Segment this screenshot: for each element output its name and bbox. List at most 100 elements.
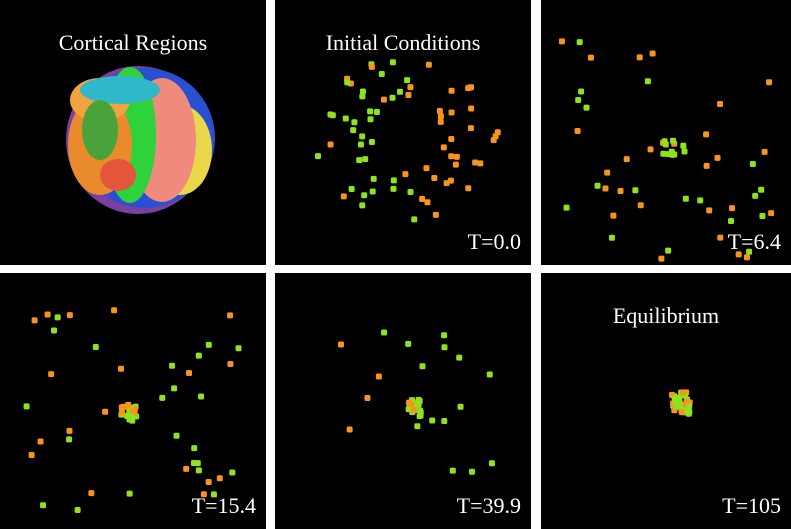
- particle: [48, 371, 54, 377]
- particle: [671, 151, 677, 157]
- particle: [379, 71, 385, 77]
- particle: [391, 177, 397, 183]
- particle: [423, 165, 429, 171]
- particle: [111, 307, 117, 313]
- particle: [752, 193, 758, 199]
- particle: [344, 79, 350, 85]
- particle: [441, 144, 447, 150]
- particle: [468, 105, 474, 111]
- particle: [186, 370, 192, 376]
- panel: Cortical Regions: [0, 0, 266, 265]
- particle: [648, 146, 654, 152]
- particle: [416, 397, 422, 403]
- particle: [130, 408, 136, 414]
- particle: [419, 196, 425, 202]
- particle: [449, 110, 455, 116]
- time-label: T=15.4: [192, 493, 256, 518]
- particle: [426, 62, 432, 68]
- particle: [433, 212, 439, 218]
- particle: [343, 115, 349, 121]
- particle: [728, 218, 734, 224]
- particle: [437, 108, 443, 114]
- particle: [564, 205, 570, 211]
- particle: [444, 180, 450, 186]
- particle: [465, 185, 471, 191]
- particle: [609, 235, 615, 241]
- particle: [327, 111, 333, 117]
- particle: [368, 116, 374, 122]
- particle: [662, 138, 668, 144]
- particle: [762, 149, 768, 155]
- particle: [93, 344, 99, 350]
- particle: [118, 366, 124, 372]
- time-label: T=0.0: [468, 229, 521, 254]
- particle: [411, 216, 417, 222]
- particle: [759, 213, 765, 219]
- particle: [338, 342, 344, 348]
- particle: [489, 460, 495, 466]
- particle: [66, 436, 72, 442]
- particle: [717, 235, 723, 241]
- particle: [328, 142, 334, 148]
- particle: [390, 186, 396, 192]
- particle: [638, 202, 644, 208]
- particle: [405, 92, 411, 98]
- particle: [227, 312, 233, 318]
- particle: [125, 402, 131, 408]
- particle: [448, 153, 454, 159]
- particle: [174, 433, 180, 439]
- particle: [206, 479, 212, 485]
- panel: Initial Conditions T=0.0: [275, 0, 531, 265]
- panel: T=39.9: [275, 273, 531, 529]
- particle: [750, 161, 756, 167]
- particle: [472, 159, 478, 165]
- particle: [637, 54, 643, 60]
- particle: [495, 129, 501, 135]
- particle: [349, 186, 355, 192]
- particle: [717, 101, 723, 107]
- panel-background: [275, 273, 531, 529]
- particle: [127, 491, 133, 497]
- brain-region: [80, 76, 160, 104]
- particle: [350, 127, 356, 133]
- particle: [51, 328, 57, 334]
- particle: [454, 154, 460, 160]
- particle: [424, 199, 430, 205]
- time-label: T=6.4: [728, 229, 781, 254]
- particle: [658, 256, 664, 262]
- particle: [706, 207, 712, 213]
- particle: [418, 410, 424, 416]
- particle: [602, 185, 608, 191]
- particle: [766, 79, 772, 85]
- particle: [665, 248, 671, 254]
- particle: [356, 157, 362, 163]
- particle: [487, 371, 493, 377]
- panel-title: Cortical Regions: [59, 30, 207, 55]
- particle: [55, 314, 61, 320]
- particle: [715, 155, 721, 161]
- figure: Cortical Regions Initial Conditions T=0.0 T…: [0, 0, 791, 529]
- particle: [381, 97, 387, 103]
- particle: [217, 475, 223, 481]
- particle: [351, 119, 357, 125]
- particle: [369, 64, 375, 70]
- particle: [469, 469, 475, 475]
- particle: [183, 466, 189, 472]
- particle: [680, 143, 686, 149]
- particle: [449, 88, 455, 94]
- particle: [407, 84, 413, 90]
- brain-region: [100, 159, 136, 191]
- particle: [227, 361, 233, 367]
- panel-title: Initial Conditions: [326, 30, 481, 55]
- panel-title: Equilibrium: [613, 303, 719, 328]
- particle: [441, 418, 447, 424]
- particle: [672, 400, 678, 406]
- particle: [650, 50, 656, 56]
- particle: [680, 389, 686, 395]
- particle: [729, 205, 735, 211]
- particle: [359, 202, 365, 208]
- particle: [577, 39, 583, 45]
- particle: [370, 188, 376, 194]
- particle: [441, 332, 447, 338]
- particle: [406, 400, 412, 406]
